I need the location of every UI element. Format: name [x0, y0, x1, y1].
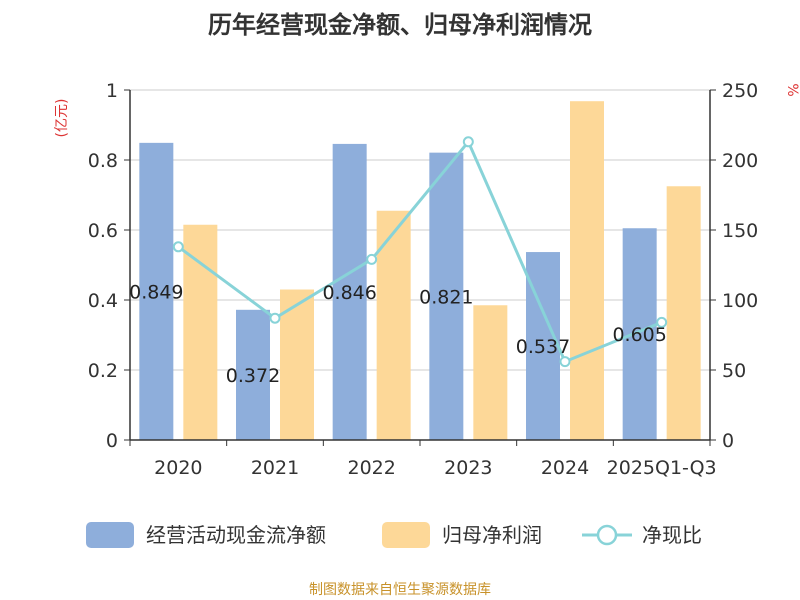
data-label-cashflow: 0.605 [612, 324, 666, 346]
axes [124, 89, 716, 446]
x-tick-label: 2023 [444, 457, 492, 479]
y-right-tick-label: 200 [722, 150, 758, 172]
bar-cashflow [429, 152, 464, 440]
y-left-tick-label: 1 [106, 80, 118, 102]
y-left-tick-label: 0.4 [88, 290, 118, 312]
legend: 经营活动现金流净额 归母净利润 净现比 [86, 522, 702, 548]
y-left-tick-label: 0 [106, 430, 118, 452]
legend-label-net-profit: 归母净利润 [442, 523, 542, 547]
data-label-cashflow: 0.821 [419, 286, 473, 308]
legend-swatch-cashflow [86, 522, 134, 548]
ratio-point [269, 312, 281, 324]
y-right-tick-label: 0 [722, 430, 734, 452]
y-axis-right-label: % [784, 83, 800, 96]
data-label-cashflow: 0.846 [322, 282, 376, 304]
bar-cashflow [332, 143, 367, 440]
grid-lines [130, 89, 710, 371]
legend-label-ratio: 净现比 [642, 523, 702, 547]
y-right-tick-label: 250 [722, 80, 758, 102]
legend-swatch-net-profit [382, 522, 430, 548]
chart-title: 历年经营现金净额、归母净利润情况 [208, 11, 592, 39]
bar-cashflow [139, 142, 174, 440]
source-note: 制图数据来自恒生聚源数据库 [309, 582, 491, 598]
ratio-point [656, 316, 668, 328]
bar-net-profit [376, 210, 411, 440]
bar-net-profit [570, 101, 604, 440]
ratio-point [559, 356, 571, 368]
x-tick-label: 2025Q1-Q3 [607, 457, 717, 479]
data-labels: 0.849 0.372 0.846 0.821 0.537 0.605 [129, 281, 667, 386]
y-right-tick-label: 50 [722, 360, 746, 382]
data-label-cashflow: 0.849 [129, 281, 183, 303]
bar-net-profit [473, 305, 508, 440]
tick-labels: 0 0.2 0.4 0.6 0.8 1 0 50 100 150 200 250 2020 2021 202… [88, 80, 758, 479]
ratio-line-path [177, 138, 663, 364]
legend-label-cashflow: 经营活动现金流净额 [146, 523, 326, 547]
bars [139, 101, 701, 440]
bar-cashflow [236, 309, 270, 440]
ratio-point [462, 136, 474, 148]
y-left-tick-label: 0.8 [88, 150, 118, 172]
y-right-tick-label: 100 [722, 290, 758, 312]
bar-net-profit [183, 224, 218, 440]
y-left-tick-label: 0.6 [88, 220, 118, 242]
y-axis-left-label: (亿元) [54, 99, 70, 138]
legend-swatch-ratio-marker [596, 524, 618, 546]
x-tick-label: 2022 [347, 457, 395, 479]
x-tick-label: 2024 [541, 457, 589, 479]
ratio-line [172, 136, 668, 368]
ratio-point [366, 253, 378, 265]
bar-net-profit [280, 289, 314, 440]
data-label-cashflow: 0.537 [516, 336, 570, 358]
bar-cashflow [622, 228, 657, 440]
x-tick-label: 2021 [251, 457, 299, 479]
y-right-tick-label: 150 [722, 220, 758, 242]
bar-net-profit [666, 186, 701, 440]
ratio-point [172, 241, 184, 253]
x-tick-label: 2020 [154, 457, 202, 479]
data-label-cashflow: 0.372 [226, 365, 280, 387]
y-left-tick-label: 0.2 [88, 360, 118, 382]
